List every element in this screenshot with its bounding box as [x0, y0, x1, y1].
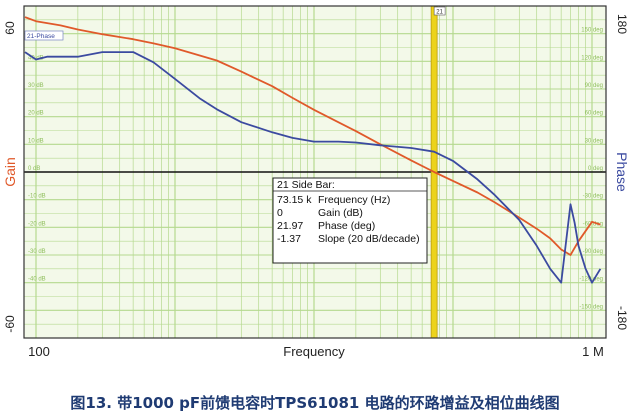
y-right-bottom-label: -180	[615, 306, 629, 330]
side-bar-value-frequency: 73.15 k	[277, 194, 312, 206]
plot-frame	[23, 5, 607, 339]
x-tick-label-100: 100	[28, 344, 50, 359]
side-bar-value-gain: 0	[277, 207, 283, 219]
marker-tag[interactable]	[433, 6, 446, 16]
side-bar-label-frequency: Frequency (Hz)	[318, 194, 390, 206]
y-left-axis-label: Gain	[2, 157, 18, 187]
left-minor-label: -40 dB	[28, 277, 46, 283]
marker-tag-label: 21	[436, 10, 443, 16]
y-right-axis-label: Phase	[614, 152, 630, 192]
left-minor-label: -30 dB	[28, 249, 46, 255]
right-minor-label: -60 deg	[583, 221, 603, 227]
phase-legend: 21-Phase	[24, 30, 64, 41]
right-minor-label: 60 deg	[585, 111, 603, 117]
left-minor-label: 0 dB	[28, 166, 40, 172]
x-axis-label: Frequency	[283, 344, 345, 359]
side-bar-panel: 21 Side Bar: 73.15 k Frequency (Hz) 0 Ga…	[272, 177, 428, 264]
side-bar-box	[272, 177, 428, 264]
right-minor-label: 150 deg	[581, 28, 603, 34]
phase-series-line	[24, 51, 602, 284]
right-minor-label: 120 deg	[581, 55, 603, 61]
right-minor-label: 0 deg	[588, 166, 603, 172]
figure-caption: 图13. 带1000 pF前馈电容时TPS61081 电路的环路增益及相位曲线图	[70, 394, 560, 412]
left-minor-label: -10 dB	[28, 194, 46, 200]
side-bar-title: 21 Side Bar:	[277, 179, 335, 191]
y-left-bottom-label: -60	[3, 315, 17, 333]
gain-series-line	[24, 16, 601, 256]
left-minor-label: 10 dB	[28, 138, 44, 144]
phase-legend-label: 21-Phase	[27, 33, 55, 40]
left-minor-label: 30 dB	[28, 83, 44, 89]
right-minor-label: 90 deg	[585, 83, 603, 89]
x-tick-label-1m: 1 M	[582, 344, 604, 359]
right-minor-label: 30 deg	[585, 138, 603, 144]
right-minor-label: -30 deg	[583, 194, 603, 200]
y-left-top-label: 60	[3, 21, 17, 35]
phase-legend-box	[24, 30, 64, 41]
right-minor-label: -90 deg	[583, 249, 603, 255]
side-bar-label-gain: Gain (dB)	[318, 207, 363, 219]
side-bar-value-phase: 21.97	[277, 220, 303, 232]
y-right-top-label: 180	[615, 14, 629, 34]
left-minor-label: 20 dB	[28, 111, 44, 117]
left-minor-label: -20 dB	[28, 221, 46, 227]
side-bar-label-phase: Phase (deg)	[318, 220, 375, 232]
side-bar-label-slope: Slope (20 dB/decade)	[318, 233, 420, 245]
right-minor-labels: 150 deg 120 deg 90 deg 60 deg 30 deg 0 deg -30…	[579, 28, 603, 311]
side-bar-value-slope: -1.37	[277, 233, 301, 245]
right-minor-label: -150 deg	[579, 304, 603, 310]
